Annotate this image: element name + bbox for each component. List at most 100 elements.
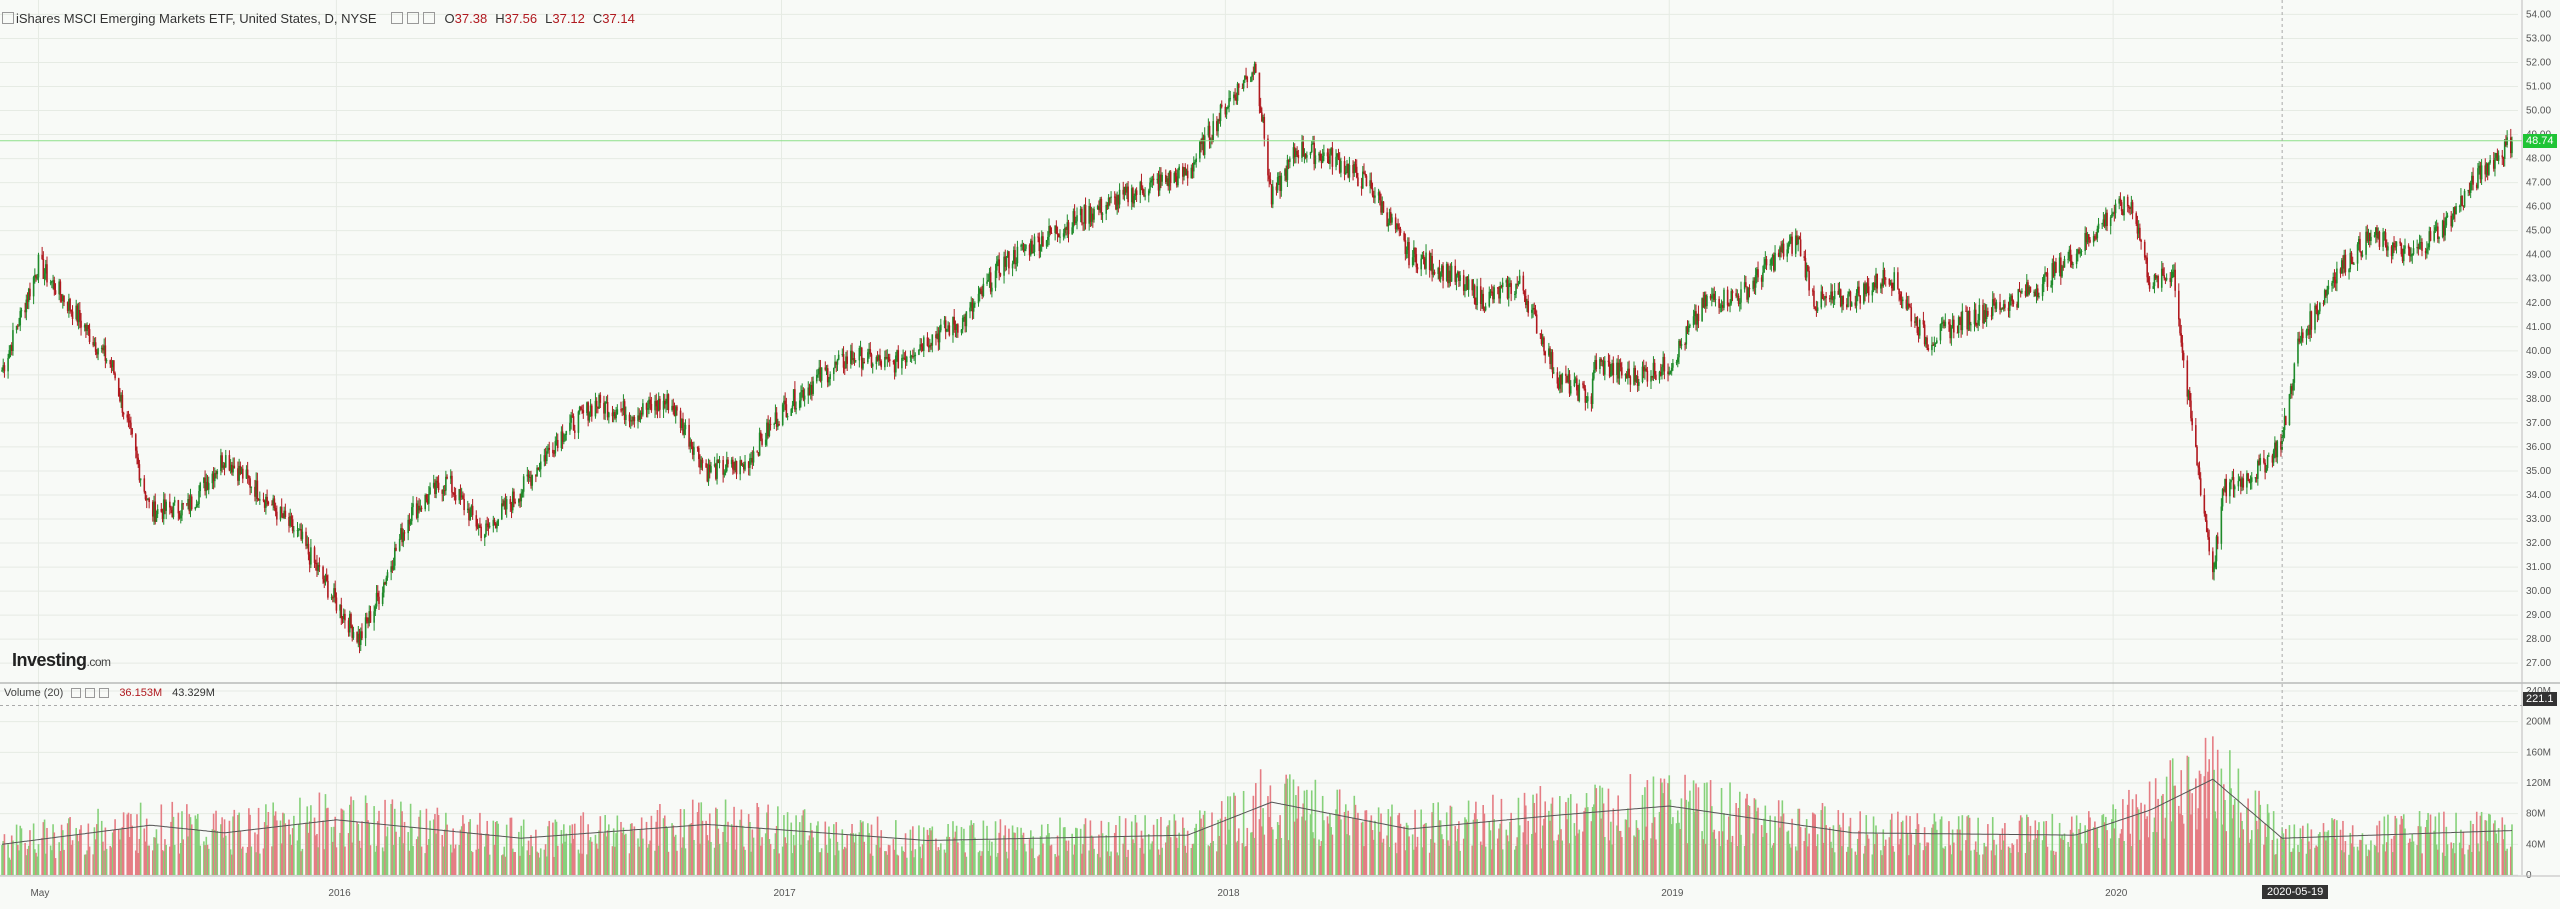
candle-body xyxy=(727,459,729,465)
volume-bar xyxy=(408,850,411,875)
candle-body xyxy=(1872,282,1875,291)
volume-bar xyxy=(995,856,998,875)
candle-body xyxy=(384,582,386,585)
candle-body xyxy=(2339,268,2342,274)
volume-bar xyxy=(1675,823,1678,875)
candle-body xyxy=(614,412,616,419)
volume-bar xyxy=(156,843,159,875)
candle-body xyxy=(194,506,197,510)
candle-body xyxy=(1363,171,1365,174)
candle-body xyxy=(391,566,394,570)
candle-body xyxy=(867,352,869,363)
volume-bar xyxy=(909,829,912,875)
candle-body xyxy=(1773,254,1775,271)
volume-bar xyxy=(130,813,132,875)
candle-body xyxy=(241,468,244,479)
volume-bar xyxy=(886,854,889,875)
volume-bar xyxy=(795,815,797,875)
candle-body xyxy=(1439,272,1442,280)
candle-body xyxy=(386,572,389,578)
candle-body xyxy=(1957,317,1960,333)
volume-bar xyxy=(895,820,897,875)
candle-body xyxy=(1821,291,1824,299)
volume-bar xyxy=(317,847,319,875)
candle-body xyxy=(893,361,896,373)
volume-bar xyxy=(429,820,431,875)
volume-bar xyxy=(1272,829,1274,875)
remove-icon[interactable] xyxy=(422,12,435,24)
volume-bar xyxy=(1280,837,1283,875)
candle-body xyxy=(1847,294,1849,308)
volume-bar xyxy=(1105,835,1108,875)
collapse-toggle-icon[interactable] xyxy=(2,12,14,24)
candle-body xyxy=(250,486,253,488)
candle-body xyxy=(1774,252,1776,271)
volume-bar xyxy=(1403,826,1405,875)
candle-body xyxy=(611,412,614,417)
volume-bar xyxy=(358,840,361,875)
candle-body xyxy=(446,476,448,479)
volume-bar xyxy=(1186,830,1189,875)
candle-body xyxy=(449,475,452,479)
candle-body xyxy=(206,481,209,490)
volume-bar xyxy=(777,806,779,875)
volume-bar xyxy=(459,829,462,875)
candle-body xyxy=(537,467,540,470)
hide-icon[interactable] xyxy=(406,12,419,24)
volume-bar xyxy=(785,843,788,875)
volume-bar xyxy=(977,852,980,875)
candle-body xyxy=(2246,473,2248,488)
ohlc-close: C37.14 xyxy=(592,10,635,26)
volume-bar xyxy=(2092,827,2095,875)
volume-bar xyxy=(1728,816,1730,875)
volume-bar xyxy=(238,812,240,875)
volume-bar xyxy=(2238,837,2241,875)
candle-body xyxy=(1825,296,1827,299)
volume-bar xyxy=(1892,846,1894,875)
candle-body xyxy=(2392,243,2394,256)
candle-body xyxy=(999,273,1002,276)
volume-bar xyxy=(2503,824,2506,875)
volume-bar xyxy=(1084,818,1087,875)
candle-body xyxy=(1135,190,1138,195)
candle-body xyxy=(1704,294,1707,307)
volume-bar xyxy=(88,846,91,875)
volume-hide-icon[interactable] xyxy=(85,688,96,698)
volume-bar xyxy=(1942,847,1944,875)
volume-bar xyxy=(2085,843,2088,875)
candle-body xyxy=(2092,236,2095,243)
candle-body xyxy=(369,611,372,623)
candle-body xyxy=(637,415,639,422)
volume-remove-icon[interactable] xyxy=(99,688,110,698)
volume-bar xyxy=(1859,811,1861,875)
volume-bar xyxy=(1293,821,1296,875)
candle-body xyxy=(2215,536,2218,562)
candle-body xyxy=(18,325,20,327)
volume-bar xyxy=(1738,791,1741,875)
price-tick-label: 51.00 xyxy=(2526,82,2551,93)
volume-bar xyxy=(1211,812,1213,875)
candle-body xyxy=(888,359,891,361)
candle-body xyxy=(657,398,660,411)
candle-body xyxy=(215,473,217,475)
candle-body xyxy=(800,392,802,401)
candle-body xyxy=(1207,125,1210,136)
candle-body xyxy=(310,547,312,565)
candle-body xyxy=(1910,307,1913,322)
candle-body xyxy=(1638,382,1640,386)
candle-body xyxy=(2411,254,2414,256)
candle-body xyxy=(1178,166,1180,171)
candle-body xyxy=(750,458,752,460)
candle-body xyxy=(2254,477,2257,479)
candle-body xyxy=(1567,374,1570,383)
volume-bar xyxy=(1865,815,1868,875)
volume-settings-icon[interactable] xyxy=(71,688,82,698)
volume-tick-label: 80M xyxy=(2526,809,2545,820)
candle-body xyxy=(1814,306,1816,309)
candle-body xyxy=(1934,342,1937,344)
volume-bar xyxy=(631,823,633,875)
settings-icon[interactable] xyxy=(390,12,403,24)
candle-body xyxy=(1462,275,1465,291)
